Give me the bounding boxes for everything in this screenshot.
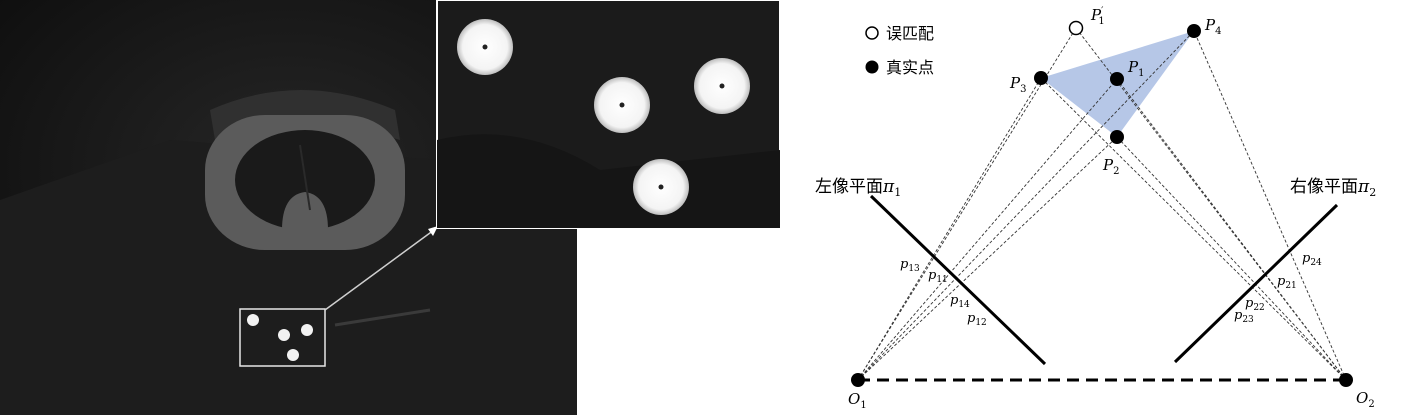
camera-center-o2 — [1339, 373, 1353, 387]
left-plane-label: 左像平面π1 — [815, 177, 901, 199]
rays-from-o2 — [1040, 27, 1347, 381]
ct-photo-panel — [0, 0, 780, 415]
zoom-arrow-head — [428, 226, 438, 236]
label-p21: p21 — [1277, 274, 1297, 291]
label-p14: p14 — [950, 293, 970, 310]
label-p1-prime: P′ 1 — [1090, 6, 1105, 27]
label-p12: p12 — [967, 311, 987, 328]
legend-real-symbol — [865, 60, 879, 74]
marker-dot — [301, 324, 313, 336]
label-p1: P1 — [1127, 58, 1144, 79]
wire — [334, 308, 431, 327]
legend-mismatch-symbol — [865, 26, 879, 40]
label-p22: p22 — [1245, 296, 1265, 313]
real-point-p4 — [1187, 24, 1201, 38]
zoom-inset — [436, 0, 780, 229]
table-surface — [0, 140, 577, 415]
label-p24: p24 — [1302, 251, 1322, 268]
camera-center-o1 — [851, 373, 865, 387]
right-plane-label: 右像平面π2 — [1290, 177, 1376, 199]
label-o2: O2 — [1356, 389, 1375, 410]
marker-dot — [287, 349, 299, 361]
zoom-arrow-line — [324, 229, 435, 311]
label-p13: p13 — [900, 257, 920, 274]
legend: 误匹配 真实点 — [865, 24, 934, 77]
marker-dot — [278, 329, 290, 341]
rays-from-o1 — [857, 27, 1195, 381]
real-point-p1 — [1110, 72, 1124, 86]
left-image-plane — [869, 194, 1047, 366]
label-p3: P3 — [1009, 74, 1026, 95]
label-o1: O1 — [848, 390, 867, 411]
phantom-object — [205, 90, 405, 250]
label-p2: P2 — [1102, 156, 1119, 177]
label-p23: p23 — [1234, 308, 1254, 325]
mismatch-point-p1-prime — [1068, 20, 1084, 36]
marker-dot — [247, 314, 259, 326]
legend-real-label: 真实点 — [886, 58, 934, 77]
label-p4: P4 — [1204, 16, 1221, 37]
selection-box — [239, 308, 326, 367]
label-p11: p11 — [928, 268, 948, 285]
stereo-diagram: 误匹配 真实点 左像平面π1 右像平面π2 P′ 1 P1 P2 P3 P4 O1… — [815, 6, 1376, 411]
real-point-p2 — [1110, 130, 1124, 144]
legend-mismatch-label: 误匹配 — [886, 24, 934, 43]
real-point-p3 — [1034, 71, 1048, 85]
right-image-plane — [1173, 203, 1339, 364]
